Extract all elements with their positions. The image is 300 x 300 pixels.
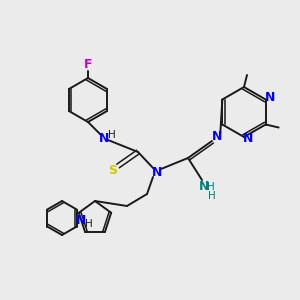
Text: N: N (243, 133, 253, 146)
Text: N: N (152, 166, 162, 178)
Text: N: N (265, 91, 275, 104)
Text: N: N (212, 130, 222, 143)
Text: S: S (109, 164, 118, 176)
Text: N: N (199, 179, 209, 193)
Text: H: H (108, 130, 116, 140)
Text: F: F (84, 58, 92, 71)
Text: H: H (208, 191, 216, 201)
Text: N: N (99, 131, 109, 145)
Text: N: N (76, 214, 86, 227)
Text: H: H (85, 219, 93, 229)
Text: H: H (207, 182, 215, 192)
